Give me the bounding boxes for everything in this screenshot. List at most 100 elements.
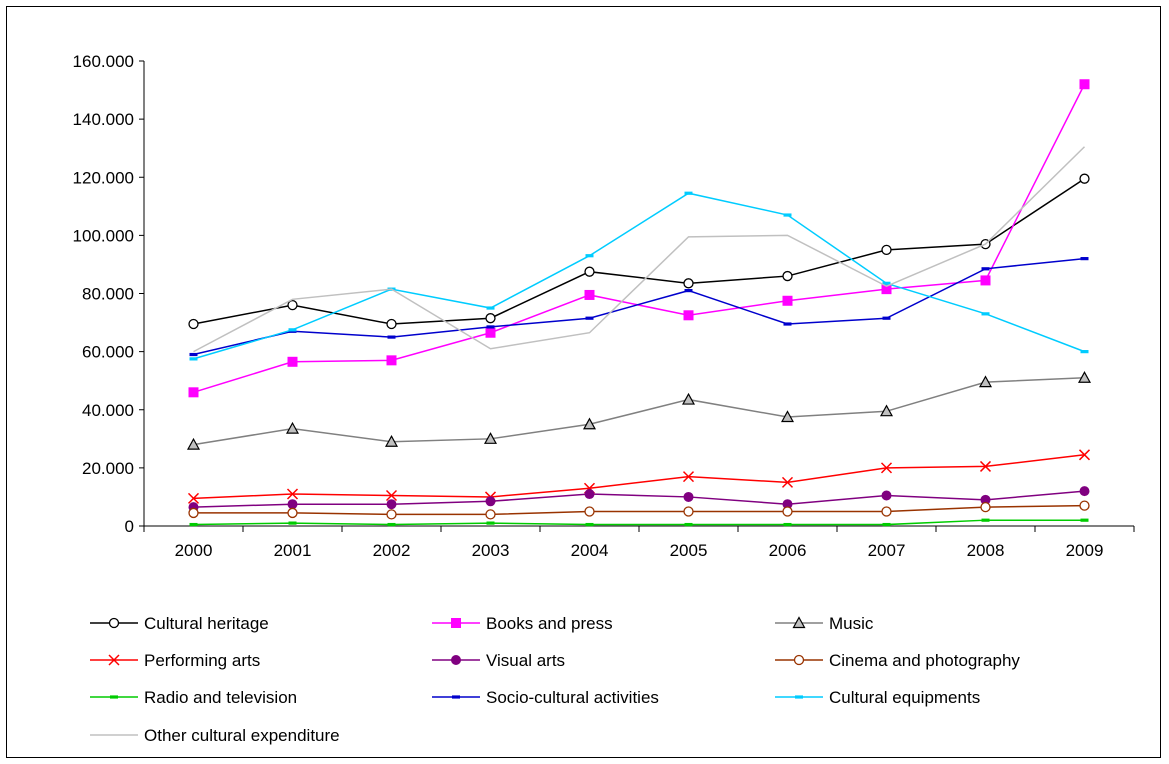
data-point: [882, 316, 891, 320]
legend-label: Performing arts: [144, 651, 260, 670]
data-point: [1079, 486, 1090, 497]
data-point: [1080, 518, 1089, 522]
data-point: [684, 288, 693, 293]
data-point: [783, 322, 792, 326]
data-point: [781, 476, 794, 488]
x-tick-label: 2001: [274, 541, 312, 560]
data-point: [288, 328, 297, 332]
legend-marker: [795, 695, 803, 699]
data-point: [1079, 173, 1090, 184]
y-tick-label: 160.000: [73, 52, 134, 71]
data-point: [188, 507, 199, 519]
data-point: [584, 489, 595, 500]
data-point: [386, 499, 397, 510]
data-point: [585, 522, 594, 527]
data-point: [584, 266, 595, 277]
data-point: [782, 270, 793, 282]
series-line: [193, 490, 1085, 508]
data-point: [486, 306, 495, 310]
legend-marker: [108, 617, 120, 629]
data-point: [1080, 350, 1089, 354]
data-point: [1079, 79, 1090, 90]
data-point: [782, 295, 793, 306]
y-tick-label: 80.000: [82, 285, 134, 304]
legend-label: Books and press: [486, 614, 613, 633]
legend-label: Socio-cultural activities: [486, 688, 659, 707]
legend-marker: [110, 695, 118, 699]
x-tick-label: 2002: [373, 541, 411, 560]
data-point: [1077, 371, 1092, 383]
data-point: [684, 191, 693, 195]
data-point: [189, 352, 198, 357]
data-point: [682, 471, 695, 483]
data-point: [188, 318, 199, 330]
data-point: [485, 327, 496, 338]
data-point: [978, 375, 993, 388]
data-point: [386, 318, 397, 330]
y-tick-label: 120.000: [73, 168, 134, 187]
legend-label: Cinema and photography: [829, 651, 1020, 670]
legend-label: Other cultural expenditure: [144, 726, 340, 745]
data-point: [684, 522, 693, 527]
legend-label: Visual arts: [486, 651, 565, 670]
y-tick-label: 100.000: [73, 226, 134, 245]
legend-label: Cultural equipments: [829, 688, 980, 707]
series-line: [193, 178, 1085, 325]
data-point: [486, 521, 495, 525]
data-point: [783, 522, 792, 527]
legend-marker: [108, 654, 120, 666]
x-tick-label: 2003: [472, 541, 510, 560]
data-point: [1080, 257, 1089, 261]
data-point: [387, 522, 396, 527]
data-point: [780, 410, 795, 423]
data-point: [1078, 449, 1091, 461]
x-tick-label: 2007: [868, 541, 906, 560]
legend-label: Cultural heritage: [144, 614, 269, 633]
data-point: [386, 509, 397, 520]
data-point: [288, 521, 297, 525]
data-point: [584, 289, 595, 300]
data-point: [683, 278, 694, 289]
data-point: [979, 460, 992, 472]
data-point: [188, 387, 199, 398]
series-line: [193, 377, 1085, 446]
data-point: [186, 437, 201, 450]
data-point: [879, 404, 894, 417]
legend-marker: [793, 654, 805, 666]
series-line: [193, 192, 1085, 360]
data-point: [485, 496, 496, 507]
data-point: [981, 312, 990, 316]
x-tick-label: 2000: [175, 541, 213, 560]
data-point: [981, 267, 990, 271]
data-point: [582, 417, 597, 430]
data-point: [683, 310, 694, 321]
y-tick-label: 60.000: [82, 343, 134, 362]
series-line: [193, 504, 1085, 516]
data-point: [981, 518, 990, 522]
data-point: [287, 499, 298, 510]
legend-label: Music: [829, 614, 874, 633]
data-point: [189, 357, 198, 361]
data-point: [287, 507, 298, 519]
data-point: [882, 522, 891, 527]
data-point: [882, 281, 891, 285]
legend-marker: [451, 655, 461, 665]
data-point: [385, 489, 398, 502]
data-point: [585, 316, 594, 320]
data-point: [881, 506, 892, 517]
data-point: [189, 522, 198, 527]
data-point: [387, 335, 396, 339]
data-point: [285, 421, 300, 434]
data-point: [683, 506, 694, 517]
x-tick-label: 2008: [967, 541, 1005, 560]
data-point: [287, 299, 298, 311]
series-line: [193, 83, 1086, 394]
data-point: [386, 355, 397, 366]
data-point: [585, 254, 594, 258]
data-point: [485, 509, 496, 520]
series-line: [193, 257, 1085, 356]
y-tick-label: 140.000: [73, 110, 134, 129]
legend-marker: [451, 618, 461, 628]
y-tick-label: 20.000: [82, 459, 134, 478]
